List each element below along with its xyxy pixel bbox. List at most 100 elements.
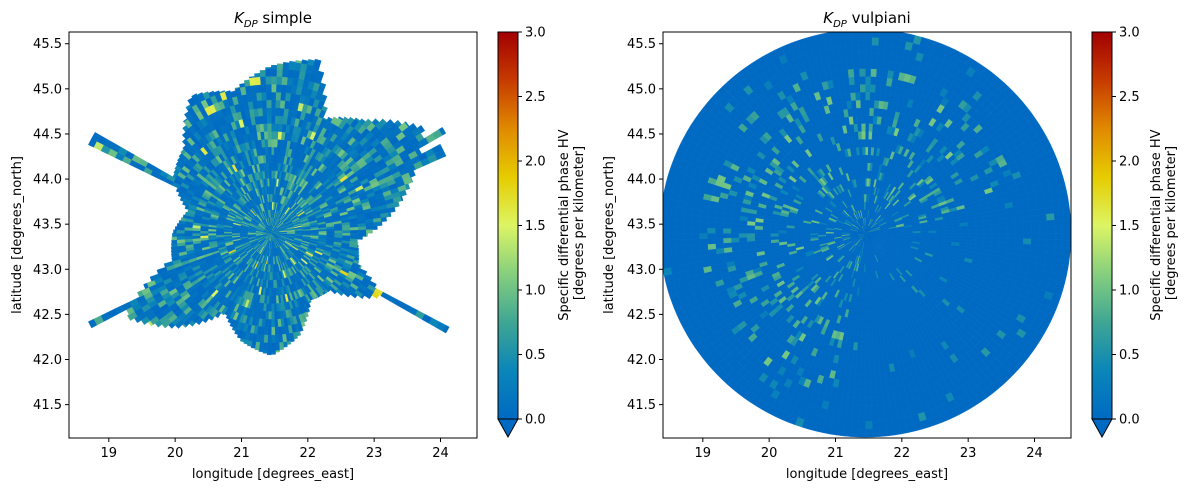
radar-gate bbox=[865, 60, 872, 69]
radar-gate bbox=[270, 209, 272, 218]
radar-gate bbox=[274, 334, 280, 344]
radar-gate bbox=[249, 76, 256, 86]
radar-gate bbox=[983, 224, 993, 230]
radar-gate bbox=[1039, 226, 1048, 234]
radar-gate bbox=[137, 290, 144, 298]
radar-gate bbox=[316, 70, 325, 77]
radar-gate bbox=[231, 327, 237, 332]
radar-gate bbox=[1046, 245, 1055, 254]
colorbar-extend-min bbox=[497, 418, 519, 439]
radar-gate bbox=[896, 231, 906, 234]
radar-gate bbox=[1031, 232, 1040, 240]
radar-gate bbox=[928, 230, 937, 234]
radar-gate bbox=[936, 227, 945, 231]
radar-gate bbox=[180, 217, 186, 222]
radar-gate bbox=[999, 232, 1008, 239]
radar-gate bbox=[373, 221, 383, 227]
radar-gate bbox=[271, 287, 274, 297]
y-tick-label: 44.0 bbox=[33, 173, 62, 188]
radar-gate bbox=[865, 44, 873, 54]
radar-gate bbox=[281, 76, 289, 86]
radar-gate bbox=[999, 237, 1008, 244]
radar-gate bbox=[936, 232, 945, 237]
radar-gate bbox=[274, 115, 280, 124]
radar-gate bbox=[268, 154, 272, 163]
radar-gate bbox=[1007, 222, 1016, 229]
radar-gate bbox=[265, 154, 270, 164]
radar-gate bbox=[912, 231, 921, 234]
colorbar-tick-label: 3.0 bbox=[525, 26, 546, 41]
radar-gate bbox=[1022, 238, 1032, 245]
radar-gate bbox=[871, 52, 879, 62]
radar-gate bbox=[1046, 232, 1056, 241]
radar-gate bbox=[1053, 212, 1063, 221]
radar-gate bbox=[1046, 219, 1056, 228]
y-tick-label: 42.5 bbox=[33, 308, 62, 323]
radar-gate bbox=[271, 342, 276, 351]
radar-gate bbox=[398, 189, 407, 197]
radar-gate bbox=[1061, 211, 1071, 220]
radar-gate bbox=[334, 230, 343, 234]
radar-gate bbox=[1015, 232, 1024, 239]
radar-gate bbox=[247, 340, 253, 347]
radar-gate bbox=[282, 68, 289, 78]
radar-gate bbox=[1044, 200, 1054, 209]
radar-gate bbox=[276, 68, 284, 77]
radar-gate bbox=[991, 237, 1000, 243]
radar-gate bbox=[269, 185, 272, 195]
x-tick-label: 24 bbox=[432, 446, 449, 461]
radar-gate bbox=[967, 229, 977, 234]
radar-gate bbox=[174, 226, 177, 231]
y-axis-label: latitude [degrees_north] bbox=[10, 156, 25, 314]
radar-gate bbox=[876, 68, 883, 78]
x-axis-label: longitude [degrees_east] bbox=[192, 467, 354, 482]
radar-gate bbox=[227, 317, 233, 324]
radar-gate bbox=[256, 92, 263, 101]
radar-gate bbox=[225, 316, 230, 320]
radar-gate bbox=[441, 149, 447, 157]
radar-gate bbox=[865, 115, 870, 124]
radar-gate bbox=[173, 229, 177, 234]
radar-gate bbox=[952, 229, 961, 234]
radar-gate bbox=[1052, 198, 1062, 208]
radar-gate bbox=[282, 341, 288, 348]
radar-gate bbox=[998, 218, 1008, 225]
radar-gate bbox=[1022, 243, 1032, 251]
colorbar-tick-label: 1.5 bbox=[525, 219, 546, 234]
radar-gate bbox=[1061, 246, 1071, 255]
radar-gate bbox=[271, 272, 274, 281]
y-tick-label: 41.5 bbox=[33, 398, 62, 413]
colorbar-tick-label: 1.0 bbox=[525, 284, 546, 299]
radar-gate bbox=[1039, 232, 1048, 240]
radar-gate bbox=[171, 255, 181, 262]
radar-gate bbox=[271, 68, 278, 77]
radar-gate bbox=[127, 315, 131, 321]
radar-gate bbox=[1038, 244, 1048, 253]
radar-gate bbox=[404, 183, 411, 190]
radar-gate bbox=[865, 32, 873, 38]
radar-gate bbox=[999, 223, 1008, 229]
radar-gate bbox=[257, 99, 263, 109]
radar-gate bbox=[196, 92, 206, 102]
radar-gate bbox=[243, 339, 249, 345]
radar-gate bbox=[904, 231, 913, 234]
radar-gate bbox=[387, 212, 392, 218]
radar-gate bbox=[408, 170, 416, 178]
radar-gate bbox=[258, 349, 264, 353]
radar-gate bbox=[231, 232, 240, 235]
radar-gate bbox=[271, 91, 277, 101]
radar-gate bbox=[271, 107, 277, 116]
radar-gate bbox=[260, 76, 267, 85]
radar-gate bbox=[267, 138, 272, 148]
plot-area bbox=[69, 32, 477, 438]
radar-gate bbox=[885, 32, 895, 40]
radar-gate bbox=[975, 236, 985, 242]
radar-gate bbox=[869, 99, 875, 109]
radar-gate bbox=[215, 232, 225, 236]
radar-gate bbox=[360, 294, 365, 299]
radar-gate bbox=[333, 290, 338, 295]
radar-gate bbox=[258, 115, 264, 125]
radar-gate bbox=[260, 84, 267, 93]
y-ticks: 41.542.042.543.043.544.044.545.045.5 bbox=[33, 37, 69, 413]
plot-area bbox=[663, 32, 1071, 438]
